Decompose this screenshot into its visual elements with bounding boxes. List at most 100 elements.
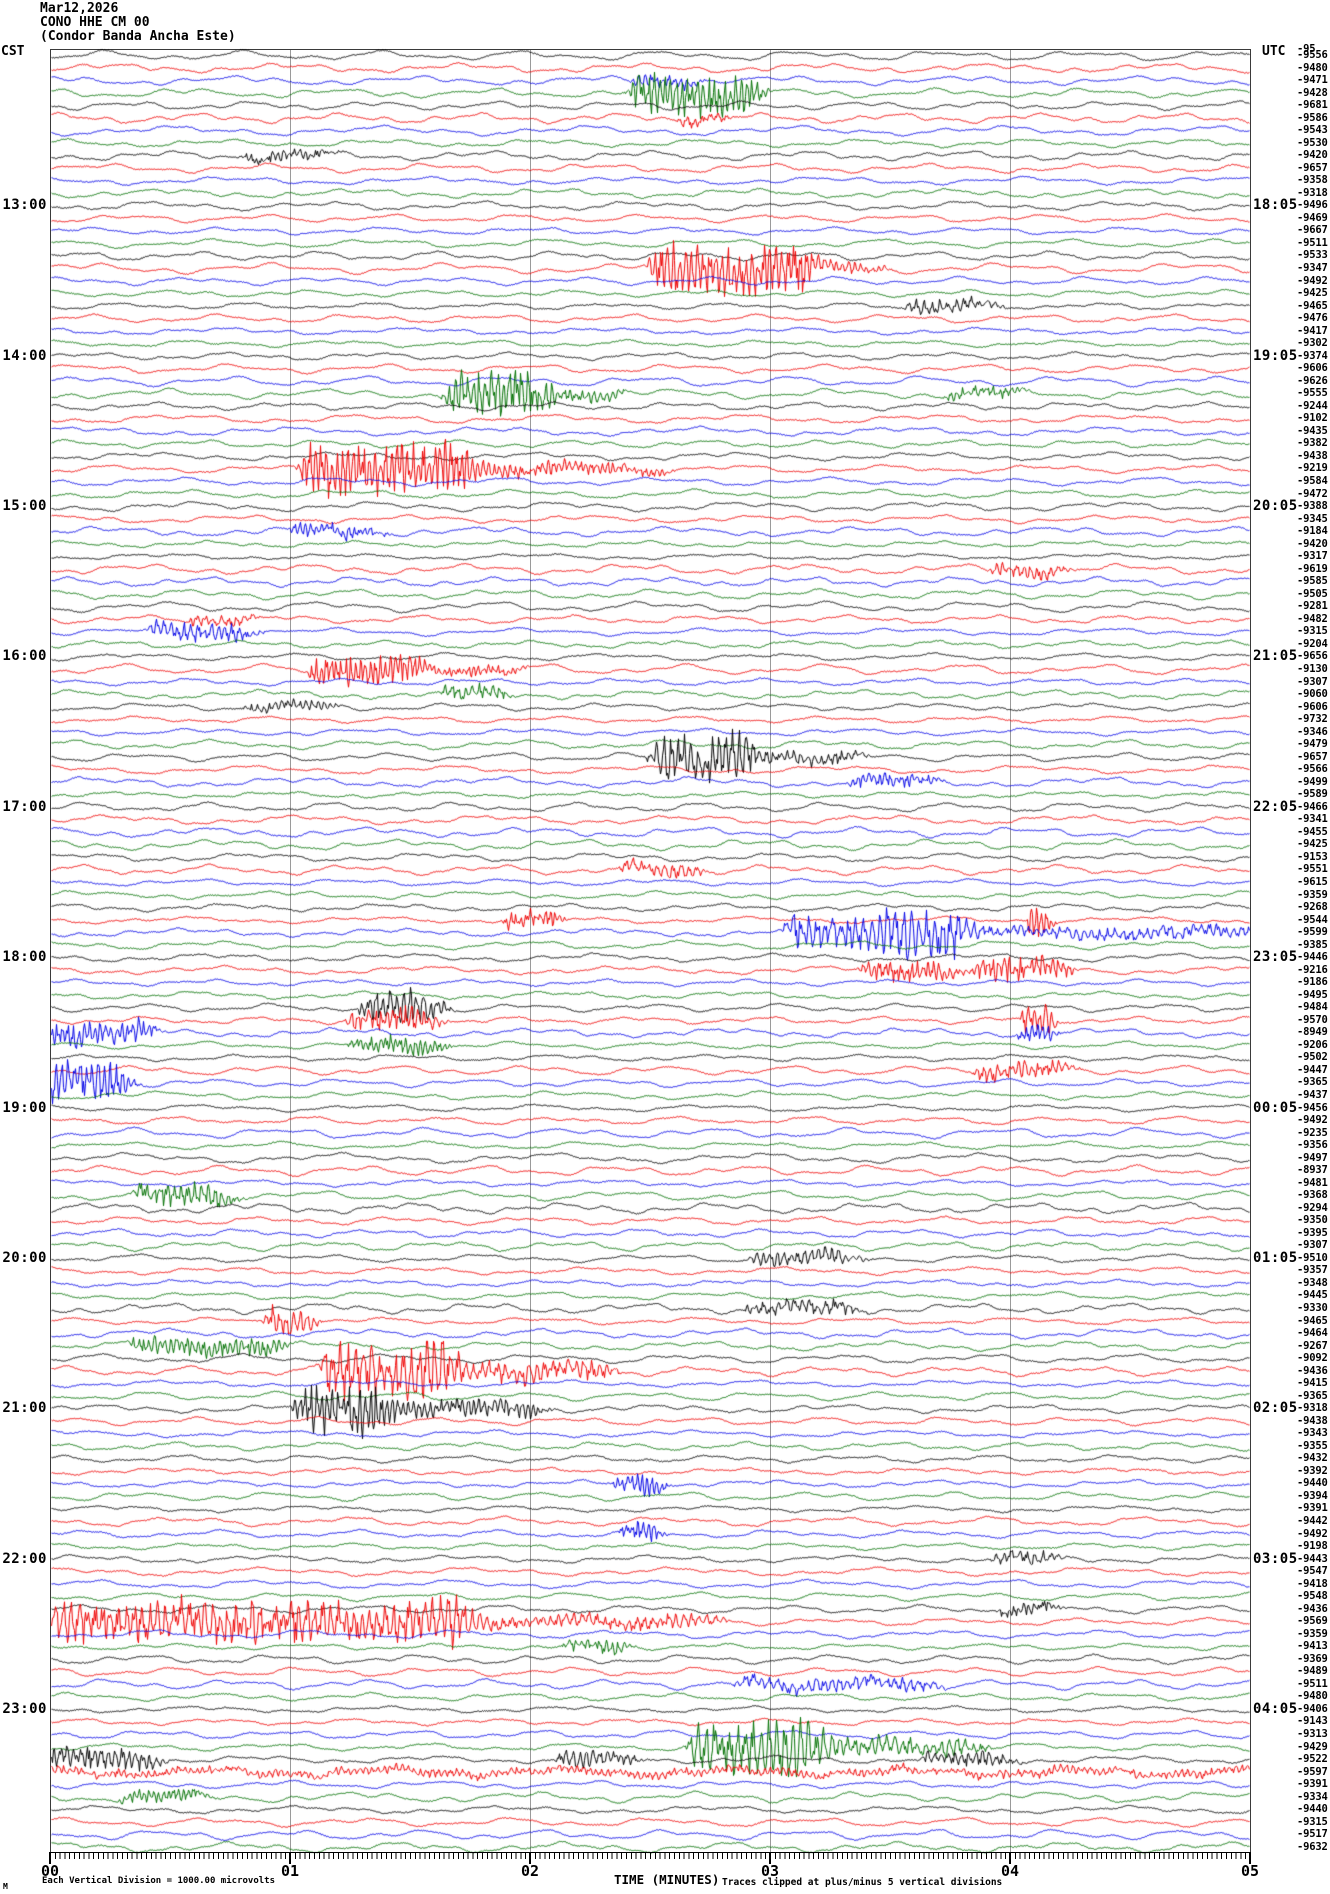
trace-offset-value: -9368 xyxy=(1297,1189,1328,1202)
minute-tick-label: 03 xyxy=(760,1862,780,1880)
trace-offset-value: -9469 xyxy=(1297,211,1328,224)
trace-offset-value: -9437 xyxy=(1297,1088,1328,1101)
trace-offset-value: -9359 xyxy=(1297,888,1328,901)
trace-offset-value: -9499 xyxy=(1297,775,1328,788)
trace-offset-value: -9443 xyxy=(1297,1552,1328,1565)
trace-offset-value: -9436 xyxy=(1297,1602,1328,1615)
trace-offset-value: -9438 xyxy=(1297,1414,1328,1427)
trace-offset-value: -9548 xyxy=(1297,1590,1328,1603)
trace-offset-value: -9479 xyxy=(1297,738,1328,751)
trace-offset-value: -9657 xyxy=(1297,750,1328,763)
trace-offset-value: -9455 xyxy=(1297,825,1328,838)
trace-offset-value: -9445 xyxy=(1297,1289,1328,1302)
utc-hour-label: 04:05 xyxy=(1253,1700,1298,1717)
trace-offset-value: -9589 xyxy=(1297,788,1328,801)
trace-offset-value: -9356 xyxy=(1297,1139,1328,1152)
trace-offset-value: -9619 xyxy=(1297,562,1328,575)
x-axis-title: TIME (MINUTES) xyxy=(614,1872,720,1887)
footer-scale-note: Each Vertical Division = 1000.00 microvo… xyxy=(42,1876,275,1886)
trace-offset-value: -9465 xyxy=(1297,299,1328,312)
trace-offset-value: -9476 xyxy=(1297,312,1328,325)
cst-hour-label: 19:00 xyxy=(2,1099,47,1116)
trace-offset-value: -9216 xyxy=(1297,963,1328,976)
trace-offset-value: -9415 xyxy=(1297,1377,1328,1390)
trace-offset-value: -9092 xyxy=(1297,1352,1328,1365)
trace-offset-value: -9569 xyxy=(1297,1615,1328,1628)
trace-offset-value: -9551 xyxy=(1297,863,1328,876)
trace-offset-value: -9556 xyxy=(1297,49,1328,61)
ruler-major-tick xyxy=(769,1852,771,1864)
trace-offset-value: -9268 xyxy=(1297,901,1328,914)
trace-offset-value: -9495 xyxy=(1297,988,1328,1001)
trace-offset-value: -9480 xyxy=(1297,1690,1328,1703)
trace-offset-value: -9732 xyxy=(1297,713,1328,726)
utc-hour-label: 03:05 xyxy=(1253,1550,1298,1567)
trace-offset-value: -9198 xyxy=(1297,1540,1328,1553)
trace-offset-value: -9522 xyxy=(1297,1753,1328,1766)
utc-hour-label: 19:05 xyxy=(1253,347,1298,364)
trace-offset-value: -9394 xyxy=(1297,1489,1328,1502)
trace-offset-value: -9341 xyxy=(1297,813,1328,826)
trace-offset-value: -9130 xyxy=(1297,662,1328,675)
trace-offset-value: -9315 xyxy=(1297,625,1328,638)
trace-offset-value: -9544 xyxy=(1297,913,1328,926)
trace-offset-value: -9153 xyxy=(1297,850,1328,863)
cst-hour-label: 15:00 xyxy=(2,498,47,515)
trace-offset-value: -9391 xyxy=(1297,1502,1328,1515)
trace-offset-value: -9599 xyxy=(1297,926,1328,939)
minute-tick-label: 02 xyxy=(520,1862,540,1880)
trace-offset-value: -9482 xyxy=(1297,612,1328,625)
trace-offset-value: -9428 xyxy=(1297,86,1328,99)
trace-offset-value: -9317 xyxy=(1297,550,1328,563)
footer-clip-note: Traces clipped at plus/minus 5 vertical … xyxy=(722,1877,1003,1888)
trace-offset-value: -9626 xyxy=(1297,374,1328,387)
trace-offset-value: -9543 xyxy=(1297,124,1328,137)
minute-tick-label: 04 xyxy=(1000,1862,1020,1880)
trace-offset-value: -9517 xyxy=(1297,1828,1328,1841)
trace-offset-value: -9505 xyxy=(1297,587,1328,600)
trace-offset-value: -9315 xyxy=(1297,1815,1328,1828)
trace-offset-value: -9440 xyxy=(1297,1803,1328,1816)
trace-offset-value: -9060 xyxy=(1297,688,1328,701)
trace-offset-value: -9307 xyxy=(1297,1239,1328,1252)
trace-offset-value: -9606 xyxy=(1297,700,1328,713)
trace-offset-value: -9346 xyxy=(1297,725,1328,738)
utc-hour-label: 20:05 xyxy=(1253,498,1298,515)
trace-offset-value: -9330 xyxy=(1297,1302,1328,1314)
trace-offset-value: -9584 xyxy=(1297,475,1328,488)
trace-offset-value: -9586 xyxy=(1297,111,1328,124)
trace-offset-value: -9418 xyxy=(1297,1577,1328,1590)
trace-offset-value: -9334 xyxy=(1297,1790,1328,1803)
trace-offset-value: -9219 xyxy=(1297,462,1328,475)
utc-hour-label: 00:05 xyxy=(1253,1099,1298,1116)
cst-hour-label: 17:00 xyxy=(2,798,47,815)
trace-offset-value: -8937 xyxy=(1297,1164,1328,1177)
trace-offset-value: -9446 xyxy=(1297,951,1328,964)
trace-offset-value: -9533 xyxy=(1297,249,1328,262)
cst-hour-label: 21:00 xyxy=(2,1400,47,1417)
trace-offset-value: -9395 xyxy=(1297,1226,1328,1239)
trace-offset-value: -9472 xyxy=(1297,487,1328,500)
trace-offset-value: -9358 xyxy=(1297,174,1328,187)
utc-hour-label: 22:05 xyxy=(1253,798,1298,815)
ruler-major-tick xyxy=(1249,1852,1251,1864)
trace-offset-value: -9481 xyxy=(1297,1176,1328,1189)
trace-offset-value: -9281 xyxy=(1297,600,1328,613)
trace-offset-value: -9343 xyxy=(1297,1427,1328,1440)
trace-offset-value: -9566 xyxy=(1297,763,1328,776)
ruler-major-tick xyxy=(289,1852,291,1864)
trace-offset-value: -9365 xyxy=(1297,1389,1328,1402)
cst-hour-label: 16:00 xyxy=(2,648,47,665)
trace-offset-value: -9496 xyxy=(1297,199,1328,212)
trace-offset-value: -9235 xyxy=(1297,1126,1328,1139)
trace-offset-value: -9510 xyxy=(1297,1251,1328,1264)
trace-offset-value: -9492 xyxy=(1297,274,1328,287)
trace-offset-value: -9502 xyxy=(1297,1051,1328,1064)
trace-offset-value: -9267 xyxy=(1297,1339,1328,1352)
trace-offset-value: -9497 xyxy=(1297,1151,1328,1164)
ruler-major-tick xyxy=(529,1852,531,1864)
trace-offset-value: -9391 xyxy=(1297,1778,1328,1791)
trace-offset-value: -9657 xyxy=(1297,161,1328,174)
trace-offset-value: -9489 xyxy=(1297,1665,1328,1678)
